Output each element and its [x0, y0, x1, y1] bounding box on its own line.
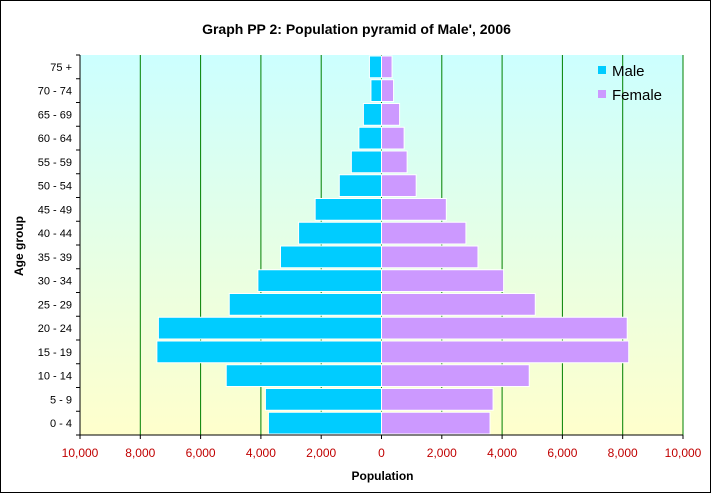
legend: Male Female — [598, 63, 662, 104]
y-tick-label: 75 + — [50, 62, 72, 74]
bar-female-12 — [381, 150, 408, 174]
bar-male-14 — [362, 103, 383, 126]
bar-female-3 — [381, 364, 530, 387]
y-tick-label: 50 - 54 — [38, 181, 72, 193]
legend-label-female: Female — [612, 87, 662, 104]
bar-male-4 — [156, 340, 382, 364]
bar-male-11 — [338, 174, 383, 197]
legend-swatch-female — [598, 90, 606, 98]
bar-female-8 — [381, 245, 479, 269]
bar-male-8 — [279, 245, 382, 269]
y-tick-label: 20 - 24 — [38, 323, 72, 335]
axes: 0 - 4 5 - 9 10 - 14 15 - 19 20 - 24 25 - 29 30… — [38, 54, 702, 460]
bar-female-9 — [381, 221, 467, 245]
y-tick-label: 45 - 49 — [38, 204, 72, 216]
bar-male-10 — [314, 198, 383, 221]
x-tick-label: 6,000 — [547, 446, 577, 460]
chart-title: Graph PP 2: Population pyramid of Male',… — [202, 21, 511, 37]
bar-male-12 — [350, 150, 383, 174]
x-tick-label: 10,000 — [62, 446, 99, 460]
bar-female-1 — [381, 411, 491, 435]
x-tick-label: 8,000 — [608, 446, 638, 460]
y-tick-label: 65 - 69 — [38, 109, 72, 121]
x-tick-label: 0 — [378, 446, 385, 460]
bar-female-11 — [381, 174, 417, 197]
bar-male-3 — [225, 364, 382, 387]
bar-female-2 — [381, 388, 494, 411]
bar-female-15 — [381, 79, 395, 102]
bar-male-1 — [267, 411, 382, 435]
y-tick-label: 55 - 59 — [38, 157, 72, 169]
x-tick-label: 6,000 — [186, 446, 216, 460]
bar-male-16 — [368, 55, 383, 79]
y-tick-label: 25 - 29 — [38, 299, 72, 311]
bar-male-15 — [370, 79, 383, 102]
y-tick-label: 40 - 44 — [38, 228, 72, 240]
bar-male-13 — [358, 126, 383, 150]
bar-female-10 — [381, 198, 447, 221]
bar-female-13 — [381, 126, 405, 150]
x-tick-label: 8,000 — [125, 446, 155, 460]
legend-swatch-male — [598, 66, 606, 74]
y-tick-label: 15 - 19 — [38, 347, 72, 359]
bar-male-7 — [257, 269, 383, 292]
y-tick-label: 0 - 4 — [50, 418, 72, 430]
bar-female-5 — [381, 316, 628, 340]
y-tick-label: 30 - 34 — [38, 276, 72, 288]
bar-male-9 — [298, 221, 382, 245]
x-tick-label: 2,000 — [427, 446, 457, 460]
y-tick-label: 60 - 64 — [38, 133, 72, 145]
bar-female-16 — [381, 55, 393, 79]
bar-male-2 — [264, 388, 382, 411]
y-tick-label: 70 - 74 — [38, 86, 72, 98]
x-tick-label: 4,000 — [487, 446, 517, 460]
bar-male-5 — [157, 316, 382, 340]
bar-male-6 — [228, 293, 382, 316]
bar-female-14 — [381, 103, 401, 126]
x-tick-label: 10,000 — [665, 446, 702, 460]
x-tick-label: 2,000 — [306, 446, 336, 460]
y-tick-label: 5 - 9 — [50, 394, 72, 406]
x-axis-title: Population — [351, 469, 414, 483]
x-tick-label: 4,000 — [246, 446, 276, 460]
bars — [156, 55, 630, 435]
legend-label-male: Male — [612, 63, 645, 80]
bar-female-7 — [381, 269, 505, 292]
y-tick-label: 10 - 14 — [38, 371, 72, 383]
bar-female-4 — [381, 340, 630, 364]
y-tick-label: 35 - 39 — [38, 252, 72, 264]
bar-female-6 — [381, 293, 536, 316]
